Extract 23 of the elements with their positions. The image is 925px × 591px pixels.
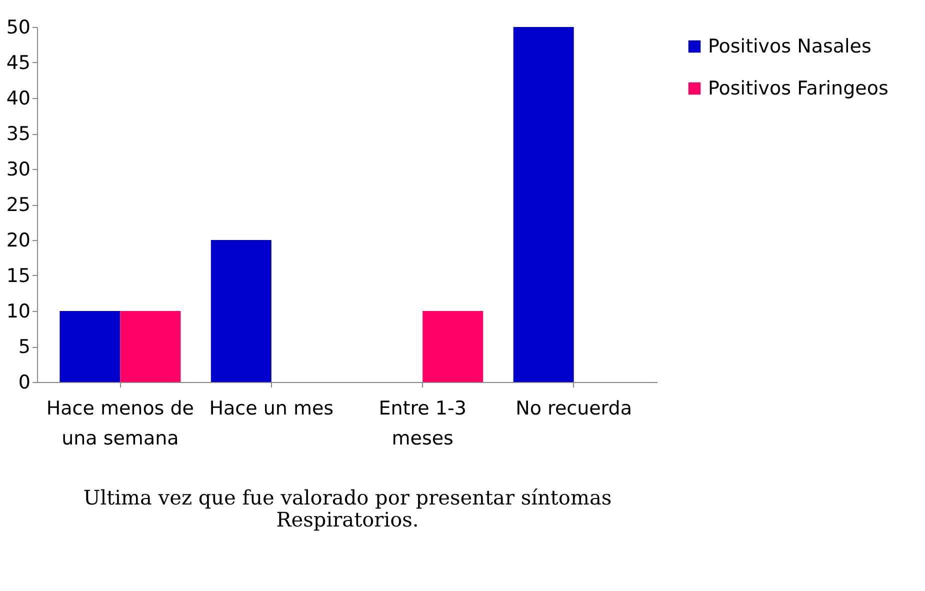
x-tick-label: Hace menos de una semana: [46, 398, 194, 450]
y-tick-label: 45: [6, 52, 30, 74]
x-axis-title: Ultima vez que fue valorado por presentar síntomas Respiratorios.: [83, 486, 612, 532]
bar: [422, 311, 484, 382]
y-tick-label: 10: [6, 300, 30, 322]
x-tick-label: No recuerda: [516, 398, 632, 420]
y-tick-label: 25: [6, 194, 30, 216]
bar: [210, 240, 272, 382]
y-tick-label: 15: [6, 265, 30, 287]
y-tick-label: 50: [6, 16, 30, 38]
bar: [60, 311, 120, 382]
y-tick-label: 40: [6, 88, 30, 110]
bar: [120, 311, 181, 382]
y-tick-label: 5: [18, 336, 30, 358]
y-tick-label: 20: [6, 230, 30, 252]
legend-label: Positivos Faringeos: [708, 78, 888, 100]
y-tick-label: 35: [6, 123, 30, 145]
x-tick-label: Entre 1-3 meses: [378, 398, 466, 450]
y-tick-label: 0: [18, 372, 30, 394]
x-tick-label: Hace un mes: [209, 398, 334, 420]
bar: [513, 27, 574, 382]
y-tick-label: 30: [6, 158, 30, 180]
legend-label: Positivos Nasales: [708, 36, 872, 58]
